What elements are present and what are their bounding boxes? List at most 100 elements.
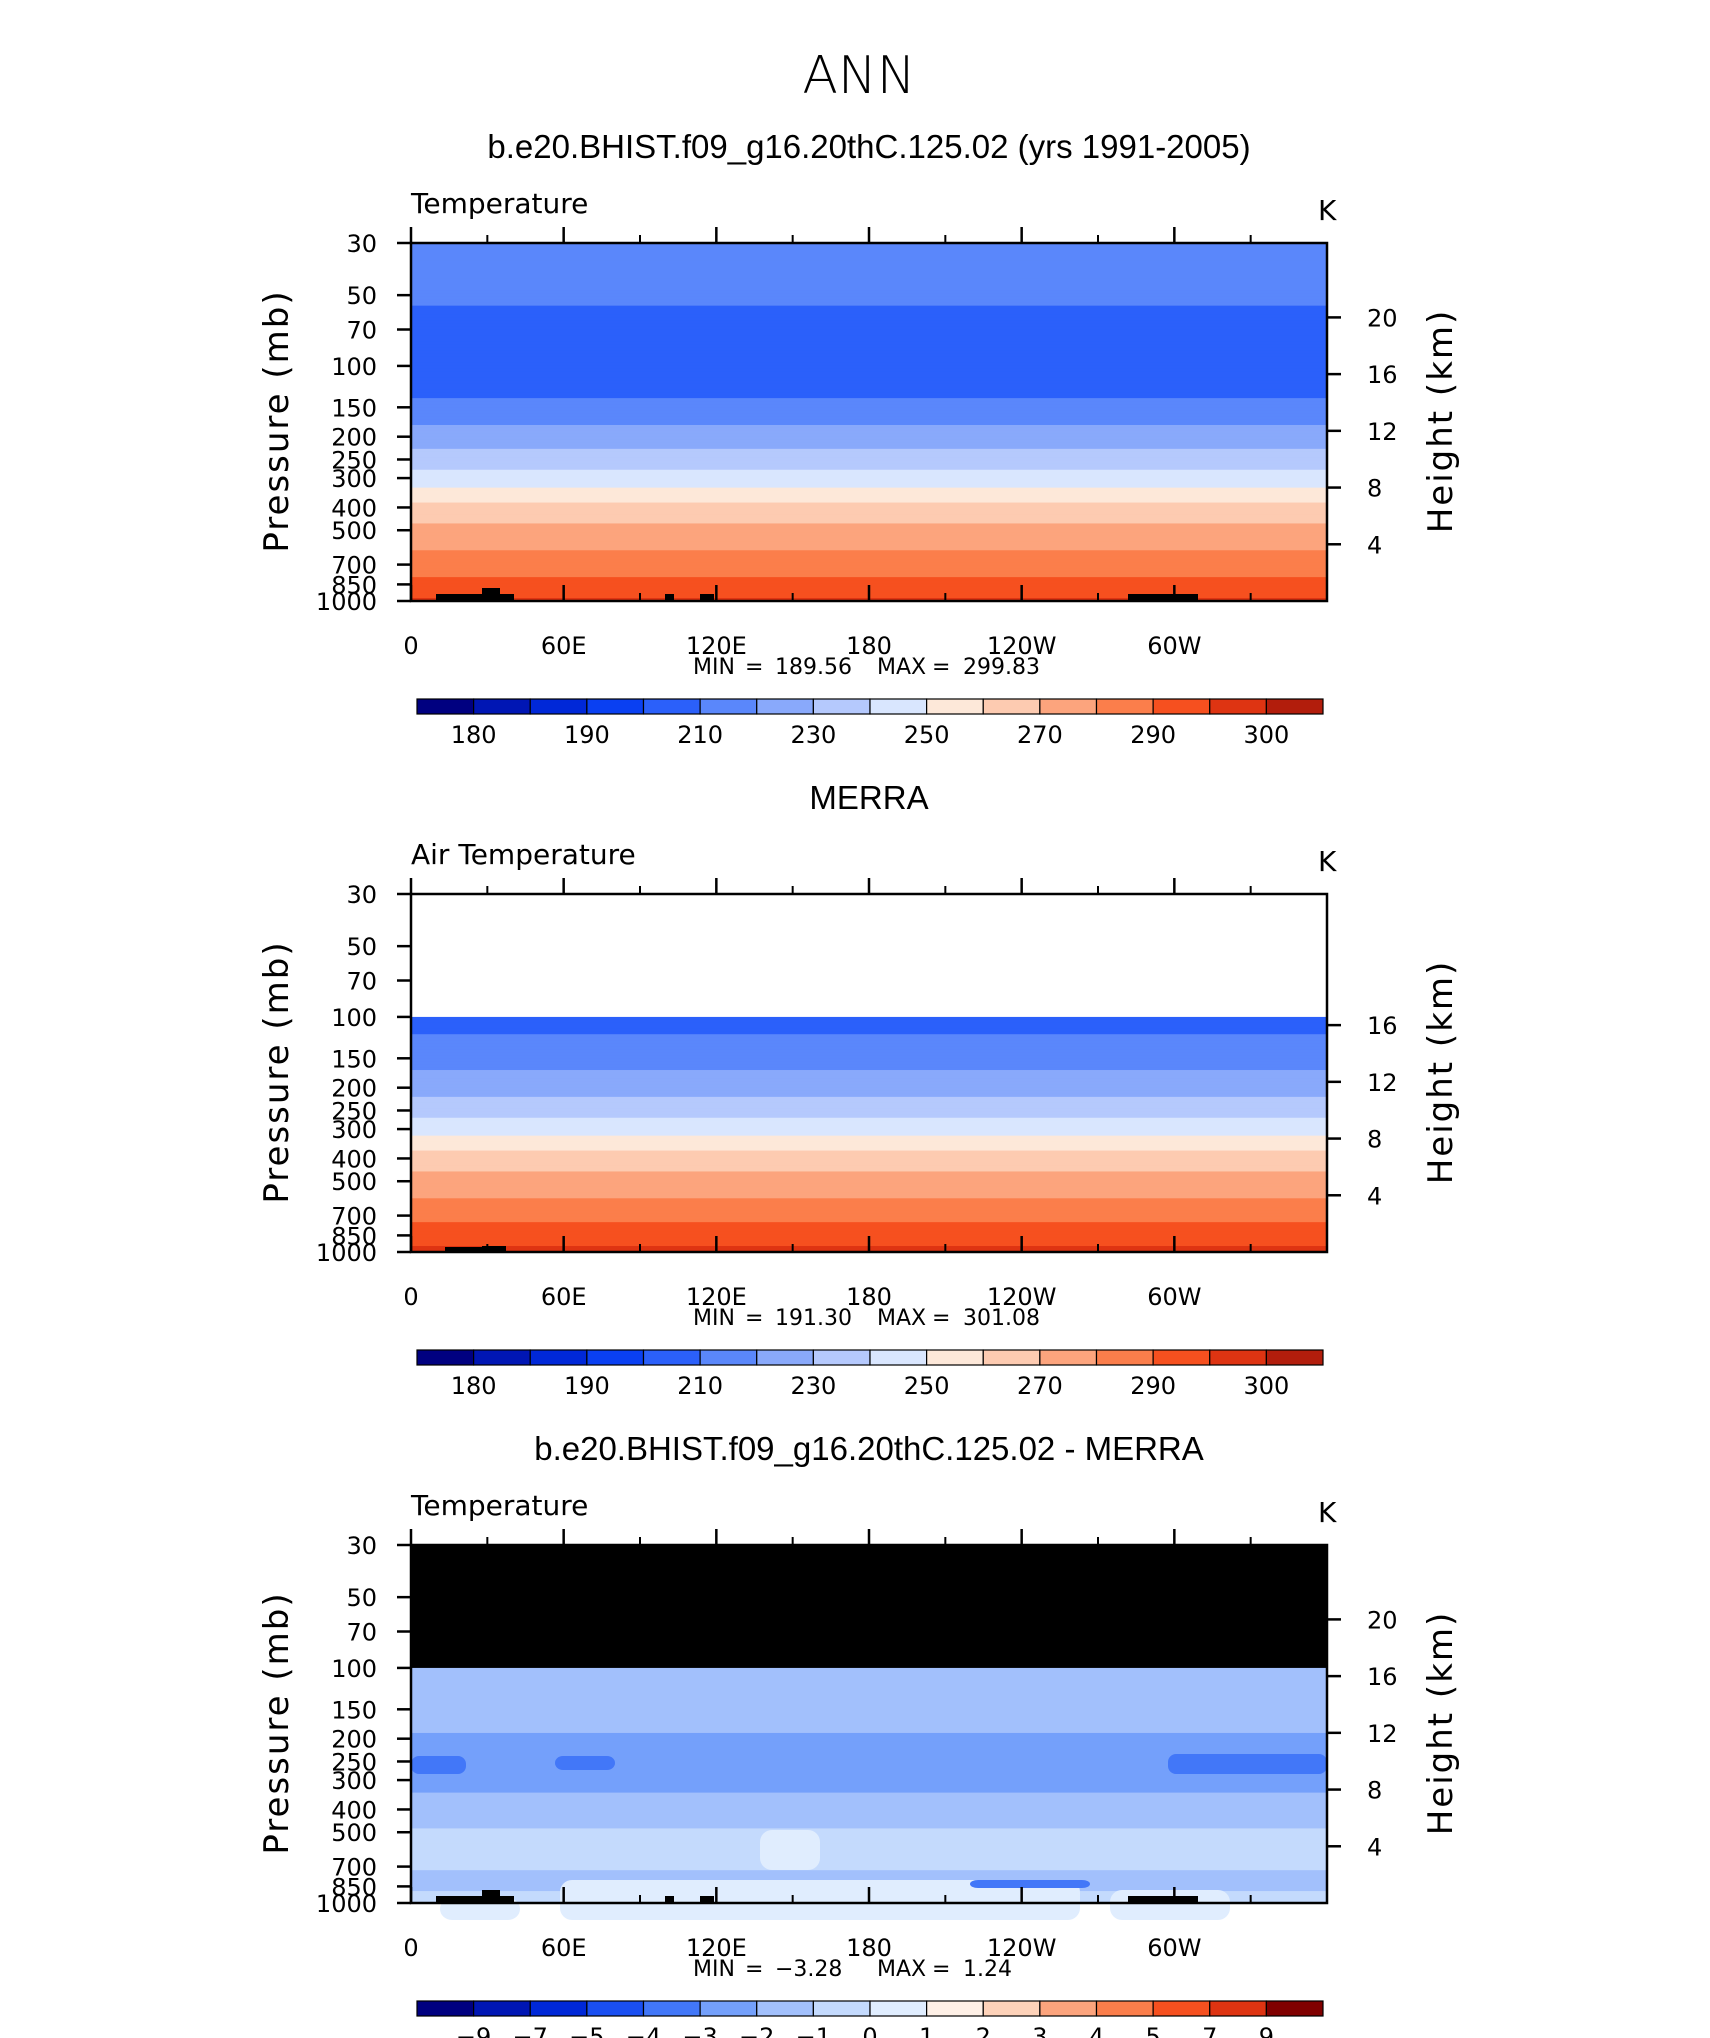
panel-title: b.e20.BHIST.f09_g16.20thC.125.02 - MERRA xyxy=(534,1430,1204,1467)
colorbar-box xyxy=(529,698,588,715)
contour-band xyxy=(411,523,1327,528)
contour-band xyxy=(411,1141,1327,1146)
colorbar-box xyxy=(586,1349,645,1366)
contour-band xyxy=(411,463,1327,468)
contour-band xyxy=(411,1159,1327,1164)
contour-band xyxy=(411,1219,1327,1223)
colorbar: 180 190 210 230 250 270 290 300 xyxy=(416,1349,1324,1400)
contour-band xyxy=(411,454,1327,459)
contour-band xyxy=(411,263,1327,268)
contour-band xyxy=(411,398,1327,402)
contour-band xyxy=(411,1673,1327,1677)
contour-band xyxy=(411,1807,1327,1812)
contour-band xyxy=(411,1031,1327,1035)
contour-band xyxy=(411,1234,1327,1238)
right-tick-label: 12 xyxy=(1367,1069,1398,1097)
contour-band xyxy=(411,529,1327,533)
contour-band xyxy=(411,1037,1327,1041)
topography-block xyxy=(700,594,714,601)
contour-band xyxy=(411,1111,1327,1116)
contour-band xyxy=(411,1108,1327,1113)
y-tick-label: 100 xyxy=(331,1004,377,1032)
y-tick-label: 30 xyxy=(346,1532,377,1560)
contour-band xyxy=(411,1078,1327,1083)
contour-band xyxy=(411,1195,1327,1199)
contour-band xyxy=(411,1120,1327,1125)
colorbar-box xyxy=(1209,2000,1267,2017)
contour-band xyxy=(411,448,1327,453)
topography-block xyxy=(482,588,500,601)
x-tick-label: 180 xyxy=(846,1283,892,1311)
contour-band xyxy=(411,1759,1327,1764)
contour-band xyxy=(411,1724,1327,1728)
colorbar-label: 270 xyxy=(1017,721,1063,749)
contour-band xyxy=(411,1682,1327,1686)
contour-band xyxy=(411,419,1327,423)
contour-band xyxy=(411,430,1327,435)
colorbar-box xyxy=(529,1349,588,1366)
colorbar-box xyxy=(699,698,758,715)
contour-band xyxy=(411,284,1327,289)
x-tick-label: 120W xyxy=(987,632,1057,660)
units-label: K xyxy=(1318,1496,1337,1529)
chart-panel: b.e20.BHIST.f09_g16.20thC.125.02 (yrs 19… xyxy=(257,128,1461,749)
contour-band xyxy=(411,383,1327,387)
contour-band xyxy=(411,1873,1327,1877)
contour-band xyxy=(411,1153,1327,1158)
contour-band xyxy=(411,260,1327,265)
contour-band xyxy=(411,1135,1327,1140)
contour-band xyxy=(411,472,1327,477)
contour-band xyxy=(411,1075,1327,1080)
contour-band xyxy=(411,317,1327,322)
contour-band xyxy=(411,1738,1327,1743)
contour-band xyxy=(411,410,1327,414)
colorbar-label: 250 xyxy=(904,1372,950,1400)
contour-band xyxy=(411,1822,1327,1827)
colorbar-box xyxy=(1095,698,1154,715)
contour-band xyxy=(411,1049,1327,1053)
contour-band xyxy=(411,1831,1327,1835)
y-tick-label: 300 xyxy=(331,465,377,493)
contour-band xyxy=(411,1783,1327,1788)
contour-band xyxy=(411,1747,1327,1752)
colorbar-box xyxy=(1265,1349,1324,1366)
y-tick-label: 200 xyxy=(331,424,377,452)
y-tick-label: 400 xyxy=(331,1145,377,1173)
y-tick-label: 100 xyxy=(331,1655,377,1683)
contour-band xyxy=(411,1102,1327,1107)
contour-band xyxy=(411,407,1327,411)
contour-band xyxy=(411,1177,1327,1181)
colorbar-label: 9 xyxy=(1259,2023,1274,2038)
contour-band xyxy=(411,1216,1327,1220)
y-tick-label: 70 xyxy=(346,1619,377,1647)
y-tick-label: 300 xyxy=(331,1767,377,1795)
colorbar-label: −1 xyxy=(796,2023,831,2038)
x-tick-label: 60E xyxy=(541,1283,587,1311)
contour-band xyxy=(411,451,1327,456)
y-tick-label: 70 xyxy=(346,968,377,996)
contour-band xyxy=(411,344,1327,349)
contour-band xyxy=(411,1019,1327,1023)
contour-band xyxy=(411,1213,1327,1217)
contour-band xyxy=(411,308,1327,313)
y-tick-label: 400 xyxy=(331,494,377,522)
colorbar-box xyxy=(1095,2000,1154,2017)
contour-band xyxy=(411,1099,1327,1104)
contour-band xyxy=(411,1676,1327,1680)
contour-band xyxy=(411,505,1327,510)
contour-band xyxy=(411,1840,1327,1844)
contour-band xyxy=(411,323,1327,328)
contour-band xyxy=(411,1081,1327,1086)
max-label: MAX xyxy=(877,1306,926,1331)
contour-band xyxy=(411,1225,1327,1229)
min-value: −3.28 xyxy=(775,1957,842,1982)
contour-band xyxy=(411,1150,1327,1155)
colorbar-box xyxy=(756,1349,814,1366)
contour-band xyxy=(411,1189,1327,1193)
contour-patch xyxy=(970,1880,1090,1888)
max-value: 1.24 xyxy=(963,1957,1012,1982)
x-tick-label: 60W xyxy=(1147,632,1201,660)
max-equals: = xyxy=(932,1957,950,1982)
contour-band xyxy=(411,1765,1327,1770)
min-label: MIN xyxy=(693,655,735,680)
